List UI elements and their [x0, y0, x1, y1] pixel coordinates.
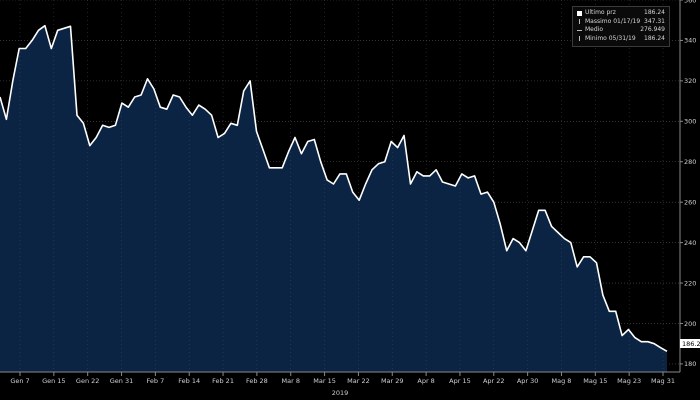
legend-value: 347.31	[644, 17, 665, 25]
last-price-tag: 186.24	[680, 339, 700, 348]
y-axis-ticks: 180 200 220 240 260 280 300 320 340 360	[680, 0, 696, 368]
y-tick-label: 200	[684, 320, 696, 328]
y-tick-label: 280	[684, 158, 696, 166]
x-tick-label: Apr 8	[417, 377, 434, 385]
y-tick-label: 260	[684, 198, 696, 206]
x-tick-label: Feb 28	[246, 377, 268, 385]
x-tick-label: Apr 30	[517, 377, 539, 385]
legend-label: Medio	[585, 26, 604, 33]
price-area-fill	[0, 25, 667, 372]
y-tick-label: 340	[684, 37, 696, 45]
legend-label: Ultimo prz	[585, 9, 616, 16]
legend-item-average: Medio 276.949	[577, 26, 665, 35]
x-tick-label: Apr 15	[449, 377, 471, 385]
x-tick-label: Gen 31	[110, 377, 134, 385]
legend-low-marker-icon	[579, 36, 580, 42]
y-tick-label: 240	[684, 239, 696, 247]
x-tick-label: Feb 14	[178, 377, 200, 385]
y-tick-label: 180	[684, 360, 696, 368]
legend-label: Massimo 01/17/19	[585, 17, 641, 25]
legend-value: 276.949	[640, 26, 665, 33]
y-tick-label: 300	[684, 118, 696, 126]
x-axis-ticks: Gen 7 Gen 15 Gen 22 Gen 31 Feb 7 Feb 14 Feb 21…	[10, 372, 675, 385]
last-price-tag-text: 186.24	[682, 340, 700, 348]
x-tick-label: Gen 22	[76, 377, 100, 385]
x-tick-label: Mag 8	[552, 377, 572, 385]
legend-high-marker-icon	[579, 19, 580, 25]
y-tick-label: 220	[684, 279, 696, 287]
y-tick-label: 360	[684, 0, 696, 4]
legend-swatch-icon	[577, 10, 582, 16]
x-tick-label: Gen 15	[42, 377, 66, 385]
legend-value: 186.24	[644, 34, 665, 42]
x-tick-label: Feb 7	[147, 377, 165, 385]
x-tick-label: Gen 7	[10, 377, 29, 385]
legend-item-high: Massimo 01/17/19 347.31	[577, 18, 665, 27]
x-tick-label: Mar 29	[381, 377, 404, 385]
x-tick-label: Feb 21	[212, 377, 234, 385]
x-axis-year-label: 2019	[332, 389, 349, 397]
x-tick-label: Mag 23	[617, 377, 641, 385]
legend: Ultimo prz 186.24 Massimo 01/17/19 347.3…	[572, 6, 670, 47]
x-tick-label: Apr 22	[483, 377, 505, 385]
legend-item-low: Minimo 05/31/19 186.24	[577, 35, 665, 44]
y-tick-label: 320	[684, 77, 696, 85]
x-tick-label: Mag 15	[583, 377, 607, 385]
x-tick-label: Mar 15	[313, 377, 336, 385]
legend-average-marker-icon	[577, 30, 582, 32]
x-tick-label: Mag 31	[651, 377, 675, 385]
x-tick-label: Mar 22	[347, 377, 370, 385]
price-series-line	[0, 24, 668, 352]
legend-value: 186.24	[644, 9, 665, 16]
legend-item-last: Ultimo prz 186.24	[577, 9, 665, 18]
x-tick-label: Mar 8	[282, 377, 300, 385]
legend-label: Minimo 05/31/19	[585, 34, 636, 42]
